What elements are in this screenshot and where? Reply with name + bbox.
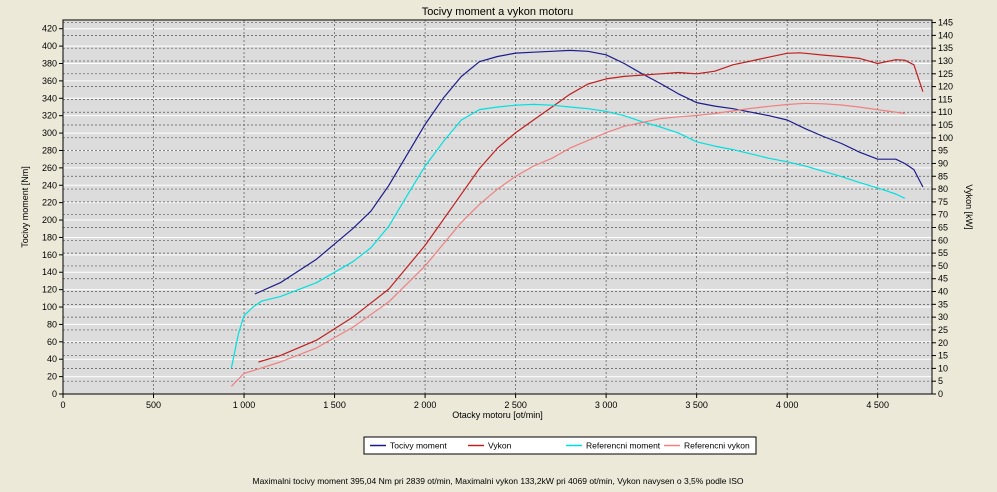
y-right-tick-label: 5 bbox=[938, 376, 943, 386]
y-right-tick-label: 115 bbox=[938, 94, 952, 104]
y-right-tick-label: 45 bbox=[938, 274, 948, 284]
plot-area bbox=[63, 20, 932, 394]
y-right-tick-label: 100 bbox=[938, 133, 953, 143]
series-line-tocivy-moment bbox=[254, 49, 924, 295]
x-tick-label: 3 000 bbox=[595, 400, 618, 410]
y-left-tick-label: 100 bbox=[42, 302, 57, 312]
y-right-tick-label: 35 bbox=[938, 299, 948, 309]
y-left-tick-label: 380 bbox=[42, 58, 57, 68]
y-right-tick-label: 95 bbox=[938, 146, 948, 156]
grid-lines bbox=[63, 20, 932, 394]
y-left-tick-label: 400 bbox=[42, 41, 57, 51]
y-right-tick-label: 105 bbox=[938, 120, 953, 130]
x-tick-label: 4 500 bbox=[866, 400, 889, 410]
y-right-tick-label: 70 bbox=[938, 210, 948, 220]
y-left-tick-label: 240 bbox=[42, 180, 57, 190]
x-tick-label: 2 000 bbox=[414, 400, 437, 410]
x-tick-label: 2 500 bbox=[504, 400, 527, 410]
x-axis-label: Otacky motoru [ot/min] bbox=[452, 410, 543, 420]
y-right-tick-label: 15 bbox=[938, 351, 948, 361]
y-left-tick-label: 80 bbox=[47, 319, 57, 329]
y-right-tick-label: 90 bbox=[938, 158, 948, 168]
y-axis-right: 0 5 10 15 20 25 30 35 40 45 50 55 60 65 70 75 80 85 90 95 10… bbox=[932, 18, 953, 399]
y-right-tick-label: 55 bbox=[938, 248, 948, 258]
legend-label: Tocivy moment bbox=[390, 441, 447, 451]
y-right-tick-label: 140 bbox=[938, 30, 953, 40]
y-left-tick-label: 300 bbox=[42, 128, 57, 138]
y-left-tick-label: 60 bbox=[47, 337, 57, 347]
x-axis: 0 500 1 000 1 500 2 000 2 500 3 000 3 500 4 000 4… bbox=[60, 394, 889, 410]
y-right-tick-label: 40 bbox=[938, 287, 948, 297]
y-right-tick-label: 80 bbox=[938, 184, 948, 194]
series-line-vykon bbox=[258, 52, 924, 363]
chart-title: Tocivy moment a vykon motoru bbox=[422, 6, 574, 18]
y-right-tick-label: 60 bbox=[938, 235, 948, 245]
y-left-tick-label: 20 bbox=[47, 372, 57, 382]
y-right-tick-label: 120 bbox=[938, 82, 953, 92]
y-left-tick-label: 320 bbox=[42, 111, 57, 121]
x-tick-label: 1 500 bbox=[323, 400, 346, 410]
legend-label: Referencni vykon bbox=[684, 441, 750, 451]
y-right-tick-label: 30 bbox=[938, 312, 948, 322]
y-left-tick-label: 0 bbox=[52, 389, 57, 399]
y-left-tick-label: 340 bbox=[42, 93, 57, 103]
footnote: Maximalni tocivy moment 395,04 Nm pri 28… bbox=[252, 476, 743, 486]
y-right-tick-label: 135 bbox=[938, 43, 953, 53]
x-tick-label: 0 bbox=[60, 400, 65, 410]
series-line-referencni-moment bbox=[230, 103, 906, 369]
y-left-tick-label: 180 bbox=[42, 232, 57, 242]
legend-label: Referencni moment bbox=[586, 441, 661, 451]
y-right-tick-label: 20 bbox=[938, 338, 948, 348]
legend-label: Vykon bbox=[488, 441, 512, 451]
y-right-tick-label: 75 bbox=[938, 197, 948, 207]
y-right-tick-label: 145 bbox=[938, 18, 953, 28]
y-axis-left-label: Tocivy moment [Nm] bbox=[20, 166, 30, 248]
y-right-tick-label: 65 bbox=[938, 222, 948, 232]
y-left-tick-label: 160 bbox=[42, 250, 57, 260]
plot-border bbox=[62, 19, 933, 395]
y-right-tick-label: 130 bbox=[938, 56, 953, 66]
series-lines bbox=[230, 49, 924, 387]
y-axis-left: 0 20 40 60 80 100 120 140 160 180 200 220 240 260 280 3… bbox=[42, 24, 63, 399]
x-tick-label: 500 bbox=[146, 400, 161, 410]
x-tick-label: 3 500 bbox=[685, 400, 708, 410]
y-left-tick-label: 140 bbox=[42, 267, 57, 277]
y-axis-right-label: Vykon [kW] bbox=[964, 184, 974, 229]
y-left-tick-label: 360 bbox=[42, 76, 57, 86]
y-left-tick-label: 200 bbox=[42, 215, 57, 225]
y-right-tick-label: 10 bbox=[938, 363, 948, 373]
y-left-tick-label: 120 bbox=[42, 285, 57, 295]
y-left-tick-label: 420 bbox=[42, 24, 57, 34]
legend-box bbox=[363, 436, 757, 455]
legend: Tocivy moment Vykon Referencni moment Refer… bbox=[363, 436, 757, 455]
y-left-tick-label: 260 bbox=[42, 163, 57, 173]
y-right-tick-label: 0 bbox=[938, 389, 943, 399]
y-left-tick-label: 40 bbox=[47, 354, 57, 364]
y-right-tick-label: 50 bbox=[938, 261, 948, 271]
y-right-tick-label: 85 bbox=[938, 171, 948, 181]
y-right-tick-label: 110 bbox=[938, 107, 952, 117]
x-tick-label: 1 000 bbox=[233, 400, 256, 410]
y-right-tick-label: 125 bbox=[938, 69, 953, 79]
y-left-tick-label: 220 bbox=[42, 198, 57, 208]
series-line-referencni-vykon bbox=[230, 102, 905, 387]
x-tick-label: 4 000 bbox=[776, 400, 799, 410]
y-right-tick-label: 25 bbox=[938, 325, 948, 335]
y-left-tick-label: 280 bbox=[42, 145, 57, 155]
